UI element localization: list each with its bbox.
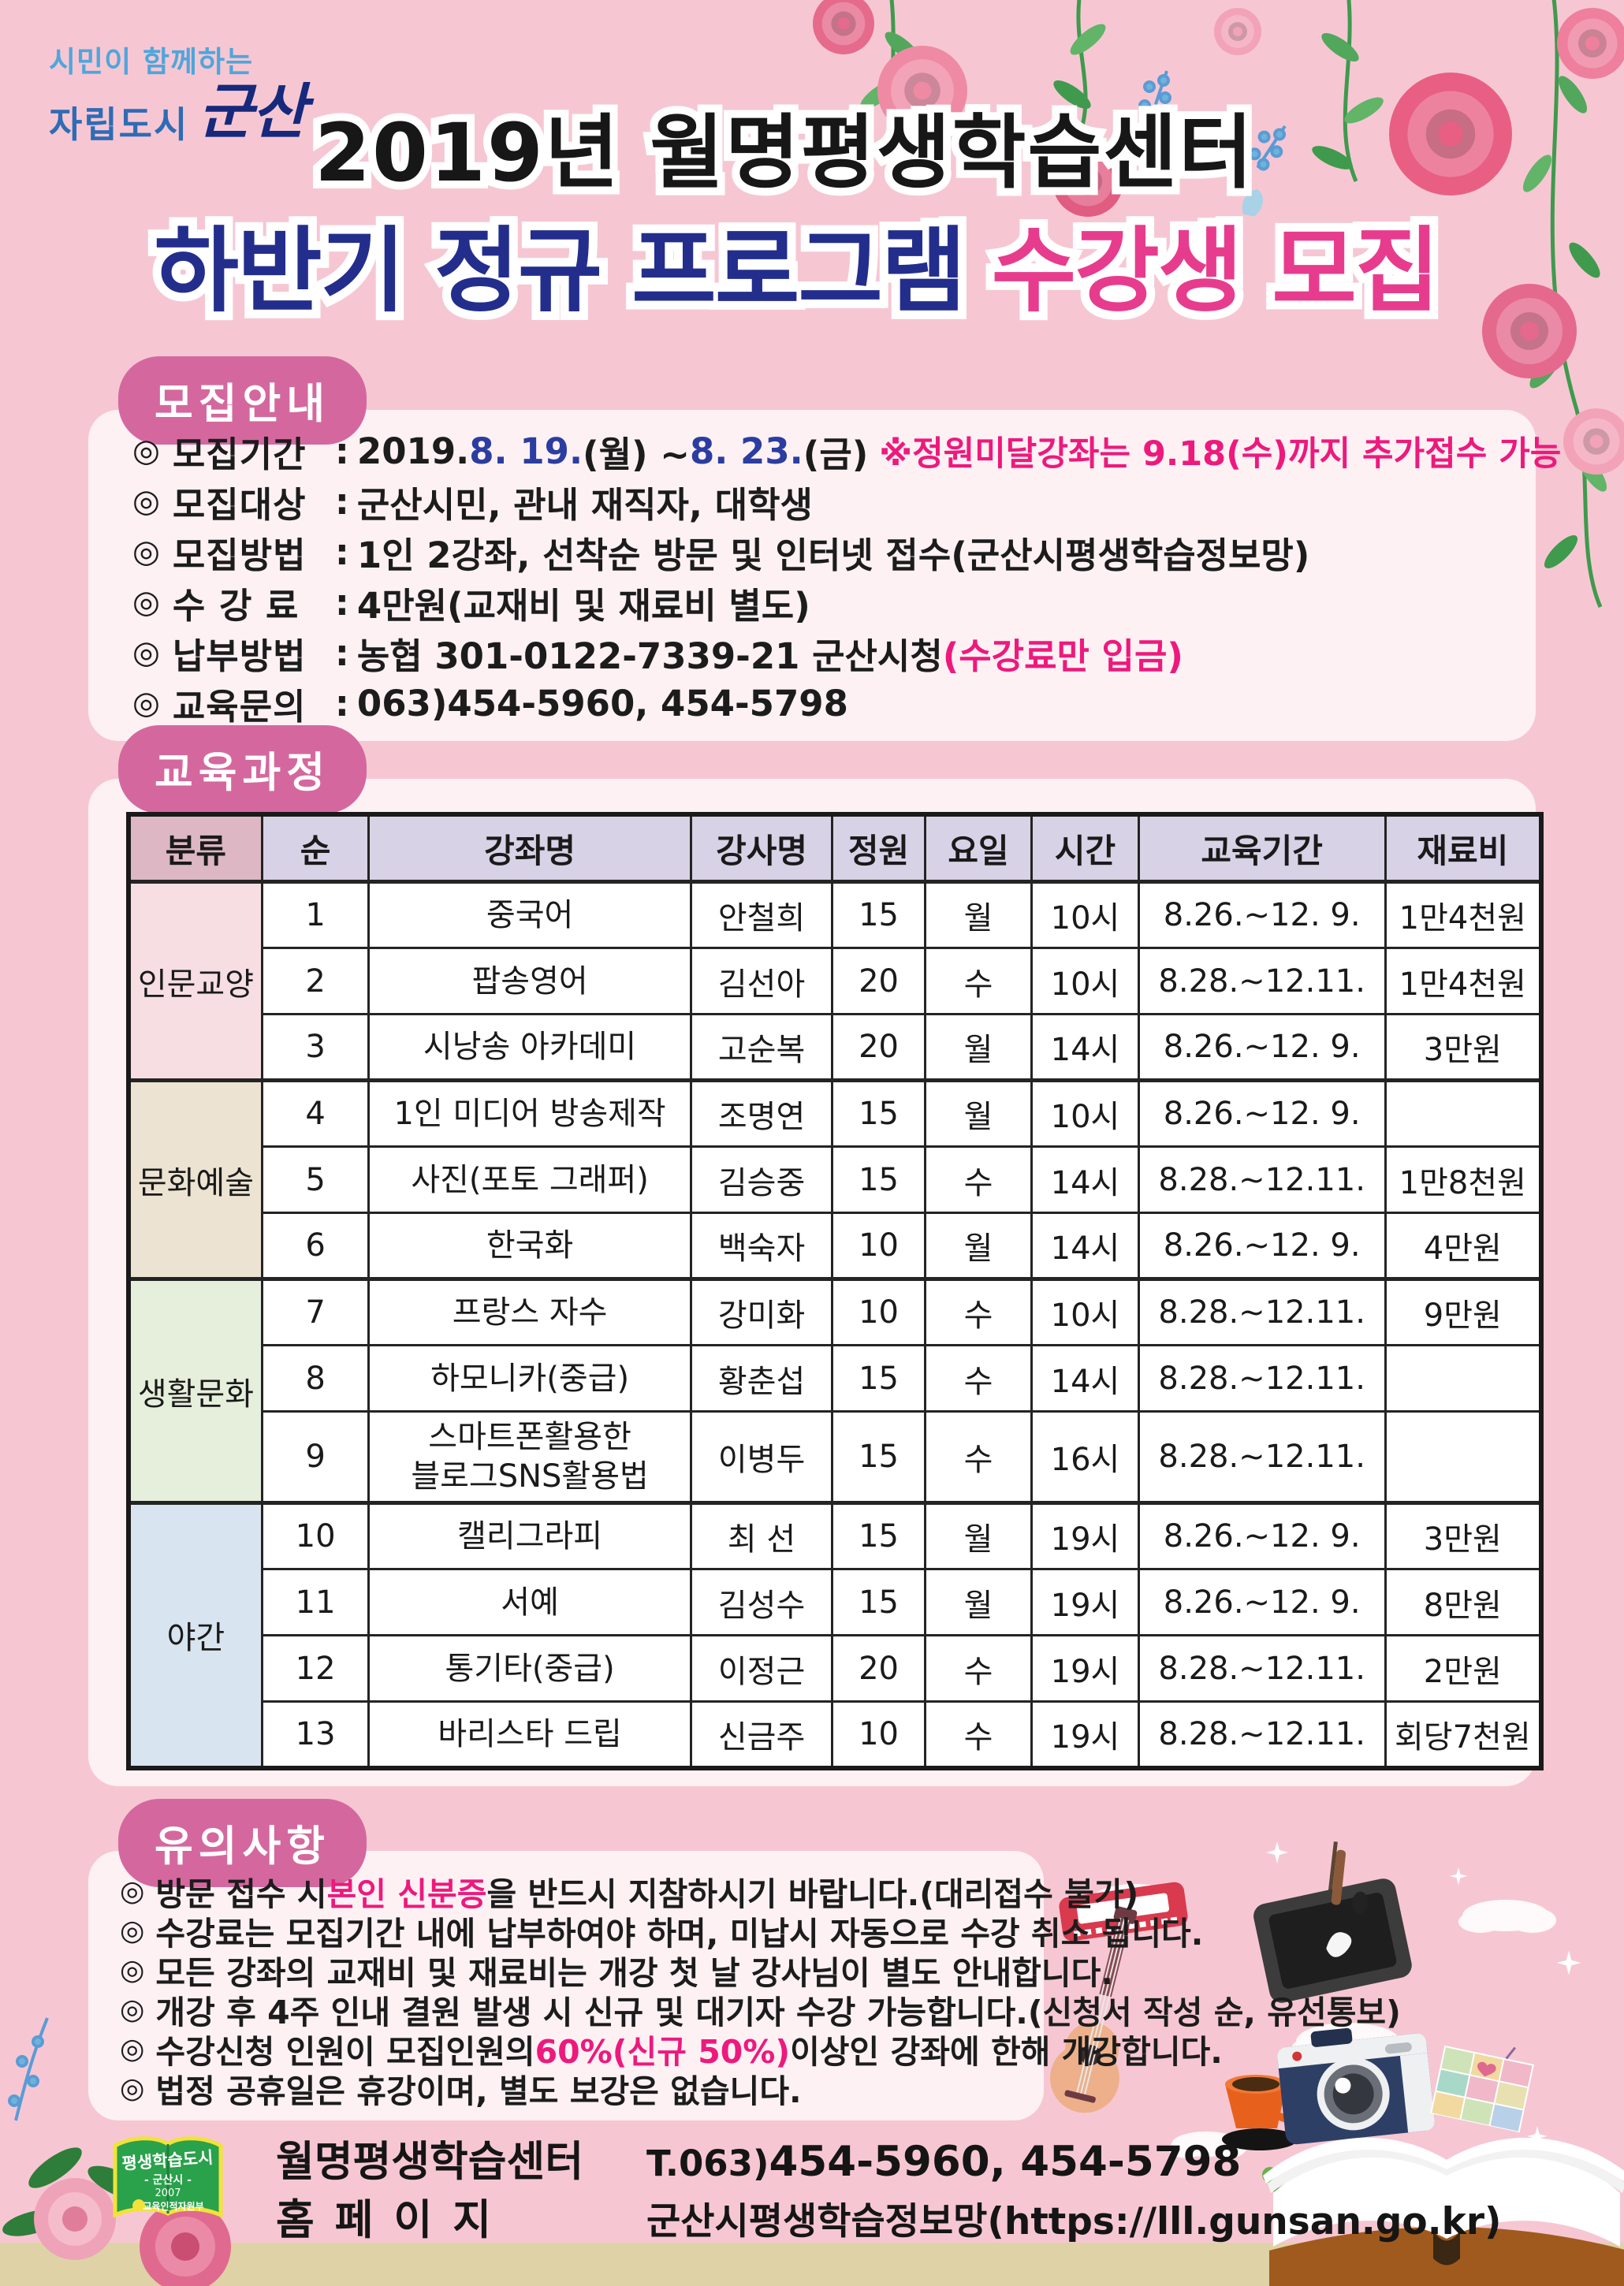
header-period: 교육기간: [1137, 813, 1387, 884]
bullet-icon: ◎: [120, 1953, 145, 1986]
recruit-panel: [88, 410, 1536, 741]
table-row: 9 스마트폰활용한 블로그SNS활용법 이병두 15 수 16시 8.28.~12.11.: [129, 1410, 1543, 1504]
recruit-line-contact: ◎ 교육문의 : 063)454-5960, 454-5798: [132, 682, 848, 728]
header-capacity: 정원: [831, 813, 926, 884]
logo-tagline: 시민이 함께하는: [49, 45, 254, 79]
table-row: 6 한국화 백숙자 10 월 14시 8.26.~12. 9. 4만원: [129, 1212, 1543, 1280]
footer-homepage-url: 군산시평생학습정보망(https://lll.gunsan.go.kr): [646, 2200, 1502, 2243]
main-title: 2019년 월명평생학습센터 2019년 월명평생학습센터: [307, 99, 1261, 208]
sub-title-right: 수강생 모집: [991, 217, 1440, 325]
bottom-left-flowers-decoration: [2, 2017, 231, 2286]
course-table: 분류 순 강좌명 강사명 정원 요일 시간 교육기간 재료비 인문교양 1 중국어…: [126, 812, 1544, 1770]
footer: 월명평생학습센터 T.063) 454-5960, 454-5798 홈페이지 …: [276, 2128, 1501, 2245]
note-line: ◎ 법정 공휴일은 휴강이며, 별도 보강은 없습니다.: [120, 2072, 802, 2111]
table-header-row: 분류 순 강좌명 강사명 정원 요일 시간 교육기간 재료비: [127, 813, 1543, 884]
table-row: 2 팝송영어 김선아 20 수 10시 8.28.~12.11. 1만4천원: [129, 947, 1543, 1015]
logo-brand: 군산: [198, 76, 307, 147]
note-line: ◎ 수강료는 모집기간 내에 납부하여야 하며, 미납시 자동으로 수강 취소 …: [120, 1914, 1204, 1953]
header-time: 시간: [1030, 813, 1140, 884]
coffee-cup-icon: [1222, 2075, 1309, 2150]
recruit-line-target: ◎ 모집대상 : 군산시민, 관내 재직자, 대학생: [132, 480, 813, 526]
bullet-icon: ◎: [120, 2072, 145, 2105]
recruit-line-payment: ◎ 납부방법 : 농협 301-0122-7339-21 군산시청 (수강료만 …: [132, 631, 1183, 677]
main-title-text: 2019년 월명평생학습센터: [315, 106, 1254, 200]
bullet-icon: ◎: [132, 433, 160, 469]
bullet-icon: ◎: [132, 685, 160, 721]
lifelong-logo-line2: - 군산시 -: [144, 2173, 192, 2187]
top-flowers-decoration: [813, 0, 1624, 608]
bullet-icon: ◎: [132, 483, 160, 519]
category-cell: 생활문화: [127, 1277, 263, 1504]
note-line: ◎ 모든 강좌의 교재비 및 재료비는 개강 첫 날 강사님이 별도 안내합니다…: [120, 1953, 1113, 1993]
bullet-icon: ◎: [120, 2032, 145, 2065]
header-fee: 재료비: [1384, 813, 1543, 884]
category-cell: 야간: [127, 1501, 263, 1769]
table-row: 3 시낭송 아카데미 고순복 20 월 14시 8.26.~12. 9. 3만원: [129, 1013, 1543, 1082]
notes-list: ◎ 방문 접수 시 본인 신분증 을 반드시 지참하시기 바랍니다.(대리접수 …: [120, 1871, 1401, 2111]
footer-center-name: 월명평생학습센터: [276, 2138, 584, 2186]
note-line: ◎ 방문 접수 시 본인 신분증 을 반드시 지참하시기 바랍니다.(대리접수 …: [120, 1875, 1139, 1914]
recruit-line-method: ◎ 모집방법 : 1인 2강좌, 선착순 방문 및 인터넷 접수(군산시평생학습…: [132, 531, 1310, 576]
notes-section-badge: 유의사항: [118, 1799, 367, 1887]
header-teacher: 강사명: [689, 813, 834, 884]
bullet-icon: ◎: [120, 1875, 145, 1908]
open-book-illustration: [1263, 2137, 1624, 2286]
header-no: 순: [260, 813, 371, 884]
bullet-icon: ◎: [120, 1993, 145, 2026]
recruit-info-list: ◎ 모집기간 : 2019. 8. 19. (월) ~ 8. 23. (금) ※…: [132, 426, 1561, 728]
table-row: 11 서예 김성수 15 월 19시 8.26.~12. 9. 8만원: [129, 1568, 1543, 1636]
curriculum-section-badge: 교육과정: [118, 725, 367, 814]
recruit-line-fee: ◎ 수 강 료 : 4만원 (교재비 및 재료비 별도): [132, 581, 810, 627]
category-cell: 문화예술: [127, 1078, 263, 1280]
patchwork-icon: [1430, 2045, 1534, 2133]
footer-tel-prefix: T.063): [646, 2143, 769, 2184]
logo-city-type: 자립도시: [49, 103, 189, 147]
sub-title-left: 하반기 정규 프로그램: [154, 217, 966, 325]
lifelong-logo-line3: 2007: [155, 2187, 181, 2199]
footer-tel: 454-5960, 454-5798: [769, 2138, 1242, 2186]
table-row: 12 통기타(중급) 이정근 20 수 19시 8.28.~12.11. 2만원: [129, 1634, 1543, 1703]
recruit-line-period: ◎ 모집기간 : 2019. 8. 19. (월) ~ 8. 23. (금) ※…: [132, 430, 1562, 475]
table-row: 5 사진(포토 그래퍼) 김승중 15 수 14시 8.28.~12.11. 1만8천원: [129, 1145, 1543, 1214]
notes-panel: [88, 1851, 1044, 2120]
table-row: 13 바리스타 드립 신금주 10 수 19시 8.28.~12.11. 회당7천원: [129, 1700, 1543, 1769]
table-row: 8 하모니카(중급) 황춘섭 15 수 14시 8.28.~12.11.: [129, 1344, 1543, 1413]
table-row: 문화예술 4 1인 미디어 방송제작 조명연 15 월 10시 8.26.~12. 9.: [127, 1078, 1543, 1280]
lifelong-logo-line4: 교육인적자원부: [143, 2200, 203, 2212]
table-row: 야간 10 캘리그라피 최 선 15 월 19시 8.26.~12. 9. 3만원: [127, 1501, 1543, 1769]
note-line: ◎ 수강신청 인원이 모집인원의 60%(신규 50%) 이상인 강좌에 한해 …: [120, 2032, 1223, 2072]
note-line: ◎ 개강 후 4주 인내 결원 발생 시 신규 및 대기자 수강 가능합니다.(…: [120, 1993, 1401, 2032]
sub-title: 하반기 정규 프로그램 하반기 정규 프로그램 수강생 모집 수강생 모집: [145, 208, 1448, 333]
category-cell: 인문교양: [127, 881, 263, 1082]
bullet-icon: ◎: [132, 534, 160, 570]
camera-icon: [1277, 2027, 1435, 2145]
table-row: 인문교양 1 중국어 안철희 15 월 10시 8.26.~12. 9. 1만4천원: [127, 881, 1543, 1082]
drawing-tablet-icon: [1253, 1841, 1412, 2003]
bullet-icon: ◎: [132, 584, 160, 620]
table-row: 생활문화 7 프랑스 자수 강미화 10 수 10시 8.28.~12.11. 9만원: [127, 1277, 1543, 1504]
gunsan-city-logo: 시민이 함께하는 자립도시 군산: [49, 45, 307, 147]
ukulele-icon: [1049, 1906, 1138, 2113]
bottom-right-illustration: [1049, 1841, 1624, 2286]
bullet-icon: ◎: [132, 635, 160, 671]
bullet-icon: ◎: [120, 1914, 145, 1947]
header-category: 분류: [127, 813, 263, 884]
header-day: 요일: [923, 813, 1034, 884]
footer-homepage-label: 홈페이지: [276, 2196, 512, 2244]
lifelong-learning-city-logo: 평생학습도시 - 군산시 - 2007 교육인적자원부: [113, 2136, 223, 2218]
recruit-section-badge: 모집안내: [118, 356, 367, 445]
header-course: 강좌명: [367, 813, 692, 884]
